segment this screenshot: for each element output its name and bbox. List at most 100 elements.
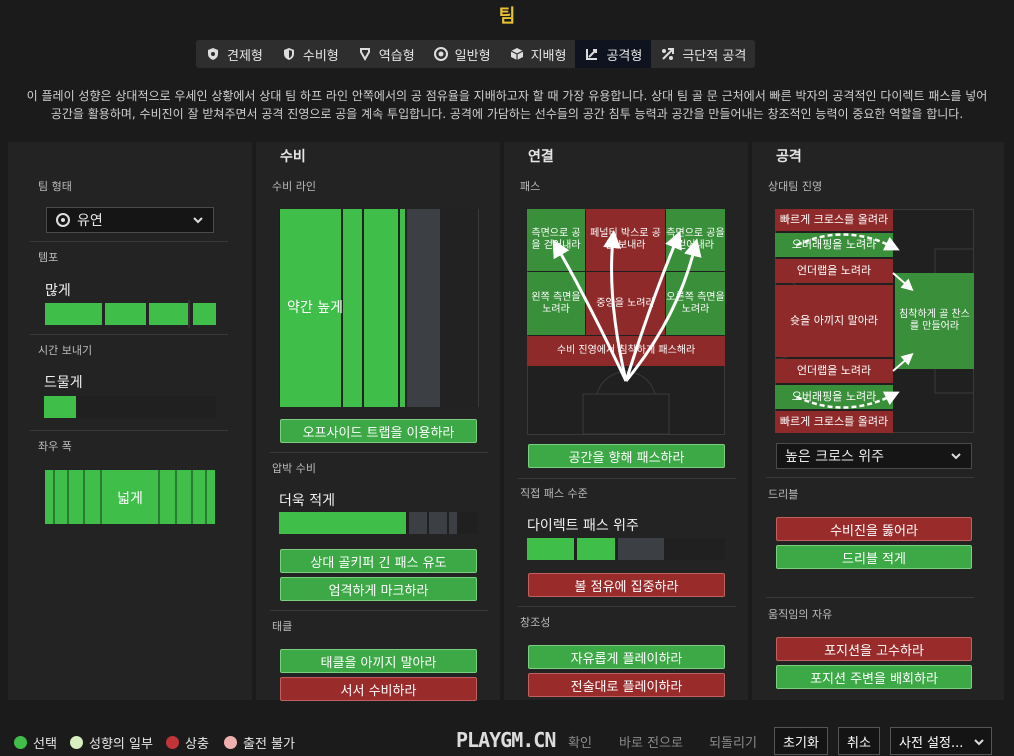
tab-label: 견제형 [227,48,263,64]
tab-attacking[interactable]: 공격형 [575,40,652,68]
be-expressive-button[interactable]: 자유롭게 플레이하라 [528,645,725,669]
pressing-value: 더욱 적게 [279,493,335,509]
tab-balanced[interactable]: 일반형 [424,40,500,68]
defensive-line-slider[interactable]: 약간 높게 [279,209,479,407]
directness-slider[interactable] [527,538,725,560]
watermark: PLAYGM.CN [456,728,556,752]
roam-from-position-button[interactable]: 포지션 주변을 배회하라 [776,665,972,689]
divider [518,606,736,607]
attack-overlap-top[interactable]: 오버래핑을 노려라 [775,233,893,257]
slider-line [100,470,102,524]
attack-shoot-on-sight[interactable]: 슛을 아끼지 말아라 [775,285,893,357]
pass-zone-build-up[interactable]: 수비 진영에서 침착하게 패스해라 [527,336,725,366]
offside-trap-button[interactable]: 오프사이드 트랩을 이용하라 [280,419,477,443]
slider-line [205,470,207,524]
gk-short-button[interactable]: 상대 골키퍼 긴 패스 유도 [280,549,477,573]
counter-icon [359,48,370,62]
undo-button[interactable]: 되돌리기 [709,735,757,751]
shield-wing-icon [208,48,218,60]
width-slider[interactable]: 넓게 [45,470,215,524]
balance-icon [433,47,448,61]
divider [518,478,736,479]
divider [270,610,488,611]
slider-line [53,470,55,524]
revert-button[interactable]: 바로 전으로 [619,735,683,751]
tackle-harder-button[interactable]: 태클을 아끼지 말아라 [280,649,477,673]
slider-marker [188,300,190,328]
dribble-less-button[interactable]: 드리블 적게 [776,545,972,569]
passing-label: 패스 [520,180,541,193]
passing-pitch: 측면으로 공을 걷어내라 페널티 박스로 공을 보내라 측면으로 공을 걷어내라… [527,209,725,435]
time-wasting-slider[interactable] [44,396,216,418]
directness-label: 직접 패스 수준 [520,487,588,500]
legend-dot [224,736,237,749]
presets-dropdown[interactable]: 사전 설정... [890,727,992,755]
defensive-line-label: 수비 라인 [272,180,316,193]
tab-cautious[interactable]: 견제형 [196,40,272,68]
cancel-button[interactable]: 취소 [838,727,880,755]
attack-cross-early-bottom[interactable]: 빠르게 크로스를 올려라 [775,411,893,433]
legend-label: 성향의 일부 [89,737,153,752]
tempo-label: 템포 [38,251,59,264]
attack-cross-early-top[interactable]: 빠르게 크로스를 올려라 [775,209,893,231]
slider-segment [527,538,574,560]
be-disciplined-button[interactable]: 전술대로 플레이하라 [528,673,725,697]
description-line: 공간을 활용하며, 수비진이 잘 받쳐주면서 공격 진영으로 공을 계속 투입합… [50,107,964,121]
pass-zone-penalty-box[interactable]: 페널티 박스로 공을 보내라 [586,209,665,271]
slider-segment [364,209,398,407]
hold-position-button[interactable]: 포지션을 고수하라 [776,637,972,661]
pass-zone-left-wide[interactable]: 측면으로 공을 걷어내라 [527,209,585,271]
team-shape-dropdown[interactable]: 유연 [46,207,214,233]
run-at-defence-button[interactable]: 수비진을 뚫어라 [776,517,972,541]
width-label: 좌우 폭 [38,440,72,453]
chevron-down-icon [193,217,203,224]
crossing-value: 높은 크로스 위주 [785,449,885,465]
cube-icon [510,48,523,60]
pass-zone-right-flank[interactable]: 오른쪽 측면을 노려라 [666,272,725,335]
pressing-slider[interactable] [279,512,478,534]
slider-segment-empty [449,512,457,534]
divider [30,334,228,335]
divider [270,452,488,453]
tab-defensive[interactable]: 수비형 [272,40,348,68]
tight-marking-button[interactable]: 엄격하게 마크하라 [280,577,477,601]
slider-segment [343,209,362,407]
pass-zone-left-flank[interactable]: 왼쪽 측면을 노려라 [527,272,585,335]
attack-work-into-box[interactable]: 침착하게 골 찬스를 만들어라 [895,273,974,369]
reset-button[interactable]: 초기화 [774,727,828,755]
pressing-label: 압박 수비 [272,462,316,475]
team-shape-value: 유연 [77,213,103,229]
shield-icon [283,48,294,60]
tempo-slider[interactable] [45,300,216,328]
attack-icon [586,49,598,60]
attacking-third-label: 상대팀 진영 [768,180,823,193]
pass-into-space-button[interactable]: 공간을 향해 패스하라 [528,444,725,468]
attacking-pitch: 빠르게 크로스를 올려라 오버래핑을 노려라 언더랩을 노려라 슛을 아끼지 말… [775,209,974,433]
confirm-button[interactable]: 확인 [568,735,592,751]
legend-label: 선택 [33,737,57,752]
extreme-attack-icon [662,48,675,60]
attack-underlap-bottom[interactable]: 언더랩을 노려라 [775,359,893,383]
tab-label: 극단적 공격 [682,48,747,64]
legend-dot [14,736,27,749]
slider-line [158,470,160,524]
slider-segment [105,303,146,325]
time-wasting-label: 시간 보내기 [38,344,93,357]
presets-label: 사전 설정... [899,735,964,751]
stay-on-feet-button[interactable]: 서서 수비하라 [280,677,477,701]
tab-counter[interactable]: 역습형 [348,40,424,68]
chevron-down-icon [974,739,984,746]
attack-overlap-bottom[interactable]: 오버래핑을 노려라 [775,385,893,409]
pass-zone-center[interactable]: 중앙을 노려라 [586,272,665,335]
attack-underlap-top[interactable]: 언더랩을 노려라 [775,259,893,283]
team-column [8,142,252,700]
slider-line [83,470,85,524]
legend-dot [166,736,179,749]
tab-positive[interactable]: 지배형 [500,40,576,68]
legend-conflict: 상충 [166,733,209,752]
tab-very-attacking[interactable]: 극단적 공격 [651,40,755,68]
pass-zone-right-wide[interactable]: 측면으로 공을 걷어내라 [666,209,725,271]
focus-possession-button[interactable]: 볼 점유에 집중하라 [528,573,725,597]
crossing-dropdown[interactable]: 높은 크로스 위주 [776,443,972,469]
tab-label: 역습형 [378,48,415,64]
